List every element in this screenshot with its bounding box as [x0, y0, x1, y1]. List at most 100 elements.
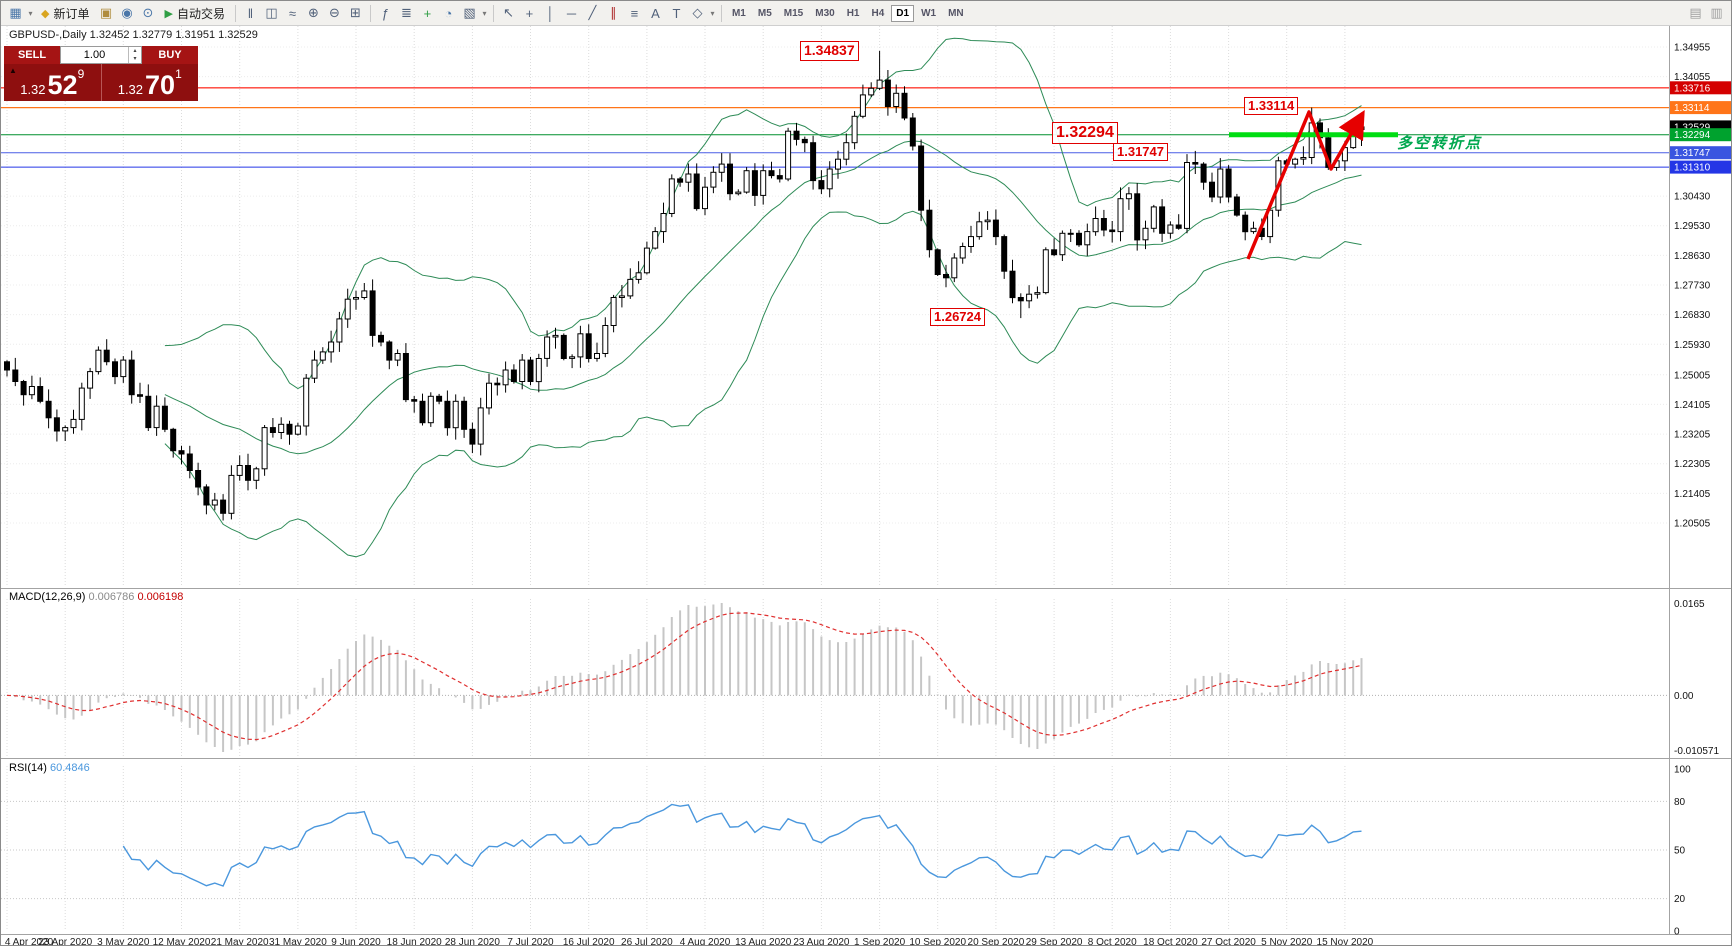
arrows-caret-icon[interactable]: ▾ — [710, 8, 715, 18]
indicators-icon[interactable]: ƒ — [381, 5, 390, 21]
cursor-icon[interactable]: ↖ — [503, 5, 514, 20]
date-axis-label: 21 May 2020 — [211, 937, 269, 946]
new-chart-icon[interactable]: ▦ — [9, 5, 22, 20]
candlestick-chart-icon[interactable]: ◫ — [265, 5, 278, 20]
price-axis-label: 1.20505 — [1674, 519, 1711, 530]
date-axis-label: 20 Sep 2020 — [968, 937, 1025, 946]
sell-button[interactable]: SELL — [4, 46, 60, 64]
trendline-icon[interactable]: ╱ — [588, 5, 597, 20]
equidistant-channel-icon[interactable]: ∥ — [610, 5, 617, 20]
toolbar-separator — [369, 4, 371, 22]
rsi-scale-label: 100 — [1674, 765, 1691, 776]
price-divider — [100, 64, 102, 101]
date-axis-label: 27 Oct 2020 — [1201, 937, 1256, 946]
quick-toolbar-icon-1[interactable]: ▤ — [1689, 5, 1702, 20]
date-axis-label: 8 Oct 2020 — [1088, 937, 1137, 946]
toolbar: ▦ ▾ ◆ 新订单 ▣ ◉ ⊙ ▶ 自动交易 ‖ ◫ ≈ ⊕ ⊖ ⊞ ƒ ≣ + ◔ ▧ ▾ ↖ + │ ─ ╱ ∥ ≡ A T ◇ ▾ M1 M… — [1, 1, 1731, 26]
price-axis-label: 1.21405 — [1674, 489, 1711, 500]
fibonacci-icon[interactable]: ≡ — [630, 5, 639, 21]
macd-panel — [1, 603, 1669, 752]
price-axis[interactable]: 1.34955 1.34055 1.30430 1.29530 1.28630 1.277… — [1670, 43, 1732, 530]
zoom-in-icon[interactable]: ⊕ — [308, 5, 319, 20]
vertical-line-icon[interactable]: │ — [546, 5, 555, 21]
autotrading-button-label: 自动交易 — [176, 6, 225, 21]
date-axis-label: 31 May 2020 — [269, 937, 327, 946]
market-watch-icon[interactable]: ◉ — [121, 5, 133, 20]
bar-chart-icon[interactable]: ‖ — [247, 5, 254, 21]
date-axis-label: 12 May 2020 — [153, 937, 211, 946]
collapse-panel-icon[interactable]: ▲ — [9, 66, 17, 75]
date-axis-label: 18 Jun 2020 — [387, 937, 442, 946]
text-label-icon[interactable]: T — [672, 5, 681, 21]
date-axis-label: 29 Sep 2020 — [1026, 937, 1083, 946]
volume-decrease-button[interactable]: ▾ — [133, 56, 137, 62]
timeframe-w1[interactable]: W1 — [921, 7, 937, 19]
macd-scale[interactable]: 0.0165 0.00 -0.010571 — [1674, 599, 1719, 757]
arrows-icon[interactable]: ◇ — [692, 5, 703, 20]
horizontal-line-icon[interactable]: ─ — [566, 5, 577, 21]
rsi-scale[interactable]: 100 80 50 20 0 — [1674, 765, 1691, 938]
date-axis-label: 16 Jul 2020 — [563, 937, 615, 946]
volume-value[interactable]: 1.00 — [83, 49, 106, 61]
templates-icon[interactable]: ▧ — [463, 5, 476, 20]
timeframe-mn[interactable]: MN — [948, 7, 964, 19]
date-axis-label: 23 Aug 2020 — [793, 937, 850, 946]
date-axis-label: 18 Oct 2020 — [1143, 937, 1198, 946]
volume-increase-button[interactable]: ▴ — [133, 48, 137, 54]
new-chart-caret-icon[interactable]: ▾ — [28, 8, 33, 18]
add-indicator-icon[interactable]: + — [423, 5, 432, 21]
candlestick-series[interactable] — [4, 50, 1365, 521]
new-order-button-label: 新订单 — [53, 6, 90, 21]
line-chart-icon[interactable]: ≈ — [288, 5, 297, 21]
price-callout[interactable]: 1.33114 — [1244, 97, 1299, 116]
indicator-windows-icon[interactable]: ≣ — [401, 5, 412, 20]
crosshair-icon[interactable]: + — [525, 5, 534, 21]
zoom-out-icon[interactable]: ⊖ — [329, 5, 340, 20]
chart-profiles-icon[interactable]: ▣ — [99, 5, 113, 20]
trend-zigzag-arrow[interactable] — [1246, 109, 1365, 260]
turning-point-annotation[interactable]: 多空转折点 — [1397, 135, 1483, 152]
buy-price-base: 1.32 — [117, 82, 144, 97]
price-axis-badge — [1670, 81, 1731, 95]
autotrading-button[interactable]: ▶ 自动交易 — [158, 3, 230, 23]
bollinger-bands[interactable] — [164, 37, 1362, 558]
buy-price-sup: 1 — [175, 67, 182, 81]
timeframe-d1[interactable]: D1 — [891, 4, 915, 22]
date-axis-label: 7 Jul 2020 — [507, 937, 554, 946]
timeframe-h4[interactable]: H4 — [871, 7, 885, 19]
timeframe-m5[interactable]: M5 — [757, 7, 772, 19]
date-axis-label: 4 Apr 2020 — [5, 937, 54, 946]
horizontal-lines[interactable] — [1, 87, 1669, 168]
toolbar-separator — [492, 4, 494, 22]
data-window-icon[interactable]: ⊙ — [142, 5, 154, 20]
templates-caret-icon[interactable]: ▾ — [482, 8, 487, 18]
price-callout[interactable]: 1.26724 — [930, 308, 985, 327]
price-callout[interactable]: 1.34837 — [800, 41, 859, 61]
new-order-button[interactable]: ◆ 新订单 — [35, 3, 95, 23]
macd-scale-label: -0.010571 — [1674, 746, 1719, 757]
date-axis-label: 23 Apr 2020 — [38, 937, 92, 946]
price-axis-label: 1.26830 — [1674, 310, 1711, 321]
sell-price[interactable]: 1.32 52 9 — [4, 64, 101, 101]
price-axis-badge-text: 1.32529 — [1674, 122, 1711, 133]
date-axis-label: 13 Aug 2020 — [735, 937, 792, 946]
date-axis-label: 26 Jul 2020 — [621, 937, 673, 946]
timeframe-m15[interactable]: M15 — [783, 7, 804, 19]
macd-scale-label: 0.0165 — [1674, 599, 1705, 610]
timeframe-m1[interactable]: M1 — [731, 7, 746, 19]
text-icon[interactable]: A — [651, 5, 660, 21]
periods-icon[interactable]: ◔ — [444, 5, 453, 21]
price-callout[interactable]: 1.31747 — [1113, 143, 1168, 162]
volume-field[interactable]: 1.00 ▴ ▾ — [60, 46, 142, 64]
price-callout[interactable]: 1.32294 — [1052, 122, 1118, 144]
date-axis-label: 1 Sep 2020 — [854, 937, 906, 946]
quick-toolbar-icon-2[interactable]: ▥ — [1710, 5, 1723, 20]
timeframe-m30[interactable]: M30 — [815, 7, 835, 19]
timeframe-h1[interactable]: H1 — [846, 7, 860, 19]
buy-price[interactable]: 1.32 70 1 — [102, 64, 199, 101]
buy-button[interactable]: BUY — [142, 46, 198, 64]
tile-windows-icon[interactable]: ⊞ — [350, 5, 361, 20]
panel-separators[interactable] — [1, 25, 1732, 935]
